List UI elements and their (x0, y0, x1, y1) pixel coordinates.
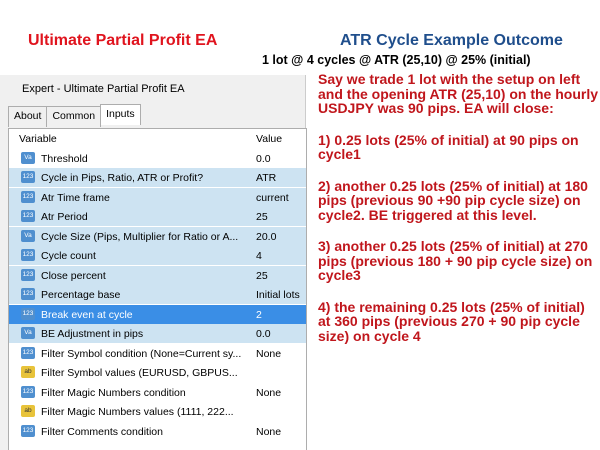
table-row[interactable]: 123 Percentage base Initial lots (9, 285, 306, 304)
description-paragraph: Say we trade 1 lot with the setup on lef… (318, 71, 599, 116)
table-row[interactable]: 123 Break even at cycle 2 (9, 304, 306, 324)
variable-value: None (256, 425, 282, 438)
variable-name: Filter Symbol values (EURUSD, GBPUS... (41, 367, 238, 379)
description-paragraph: 4) the remaining 0.25 lots (25% of initi… (318, 298, 585, 344)
tab[interactable]: About (8, 106, 48, 127)
table-row[interactable]: 123 Filter Symbol condition (None=Current… (9, 344, 306, 363)
table-row[interactable]: Va Cycle Size (Pips, Multiplier for Ratio… (9, 226, 306, 246)
dialog: Expert - Ultimate Partial Profit EA Abou… (0, 75, 307, 450)
dialog-title: Expert - Ultimate Partial Profit EA (22, 83, 185, 95)
variable-name: Percentage base (41, 289, 121, 301)
variable-name: Filter Comments condition (41, 425, 163, 438)
header-value: Value (256, 133, 283, 145)
variable-value: 25 (256, 269, 268, 282)
variable-value: Initial lots (256, 289, 300, 301)
variable-name: Filter Symbol condition (None=Current sy… (41, 347, 242, 360)
variable-value: 25 (256, 211, 268, 223)
variable-value: 20.0 (256, 230, 277, 243)
variable-value: 0.0 (256, 152, 271, 165)
type-icon: Va (21, 151, 35, 164)
variable-value: 2 (256, 308, 262, 321)
variable-value: None (256, 347, 282, 360)
header-variable: Variable (19, 133, 57, 145)
type-icon: 123 (21, 346, 35, 359)
table-row[interactable]: 123 Filter Comments condition None (9, 422, 306, 441)
variable-value: ATR (256, 172, 277, 184)
table-row[interactable]: 123 Atr Time frame current (9, 187, 306, 207)
type-icon: 123 (21, 385, 35, 398)
variable-value: 0.0 (256, 328, 271, 340)
variable-name: Cycle count (41, 250, 96, 262)
variable-name: Filter Magic Numbers values (1111, 222..… (41, 406, 234, 418)
right-title: ATR Cycle Example Outcome (340, 32, 563, 49)
variable-name: Threshold (41, 152, 88, 165)
type-icon: 123 (21, 249, 35, 261)
table-row[interactable]: Va BE Adjustment in pips 0.0 (9, 324, 306, 343)
left-title: Ultimate Partial Profit EA (28, 32, 218, 49)
variable-name: Cycle Size (Pips, Multiplier for Ratio o… (41, 230, 239, 243)
description-paragraph: 3) another 0.25 lots (25% of initial) at… (318, 238, 593, 283)
right-subtitle: 1 lot @ 4 cycles @ ATR (25,10) @ 25% (in… (262, 53, 531, 67)
tab[interactable]: Inputs (100, 104, 141, 125)
type-icon: ab (21, 366, 35, 378)
type-icon: 123 (21, 171, 35, 183)
inputs-table: Variable Value Va Threshold 0.0 123 Cycle in P… (8, 128, 307, 450)
description-paragraph: 2) another 0.25 lots (25% of initial) at… (318, 177, 588, 223)
variable-value: None (256, 386, 282, 399)
table-row[interactable]: Va Threshold 0.0 (9, 149, 306, 168)
table-row[interactable]: 123 Cycle in Pips, Ratio, ATR or Profit? A… (9, 168, 306, 187)
description-paragraph: 1) 0.25 lots (25% of initial) at 90 pips… (318, 131, 579, 162)
variable-name: Break even at cycle (41, 308, 133, 321)
type-icon: 123 (21, 424, 35, 437)
table-row[interactable]: 123 Close percent 25 (9, 265, 306, 285)
tab-bar: About Common Inputs (8, 104, 141, 127)
tab[interactable]: Common (46, 106, 102, 127)
variable-name: Atr Time frame (41, 191, 110, 204)
type-icon: Va (21, 229, 35, 242)
variable-name: Filter Magic Numbers condition (41, 386, 186, 399)
variable-value: current (256, 191, 289, 204)
table-header: Variable Value (9, 129, 306, 148)
table-row[interactable]: 123 Cycle count 4 (9, 246, 306, 265)
description: Say we trade 1 lot with the setup on lef… (318, 72, 598, 360)
type-icon: ab (21, 405, 35, 417)
type-icon: 123 (21, 210, 35, 222)
variable-value: 4 (256, 250, 262, 262)
type-icon: 123 (21, 190, 35, 203)
table-row[interactable]: 123 Atr Period 25 (9, 207, 306, 226)
variable-name: Atr Period (41, 211, 88, 223)
type-icon: 123 (21, 288, 35, 300)
variable-name: Close percent (41, 269, 106, 282)
table-row[interactable]: ab Filter Magic Numbers values (1111, 222… (9, 402, 306, 421)
table-row[interactable]: 123 Filter Magic Numbers condition None (9, 383, 306, 402)
type-icon: 123 (21, 268, 35, 281)
type-icon: Va (21, 327, 35, 339)
variable-name: Cycle in Pips, Ratio, ATR or Profit? (41, 172, 204, 184)
table-row[interactable]: ab Filter Symbol values (EURUSD, GBPUS... (9, 363, 306, 382)
variable-name: BE Adjustment in pips (41, 328, 144, 340)
type-icon: 123 (21, 307, 35, 320)
